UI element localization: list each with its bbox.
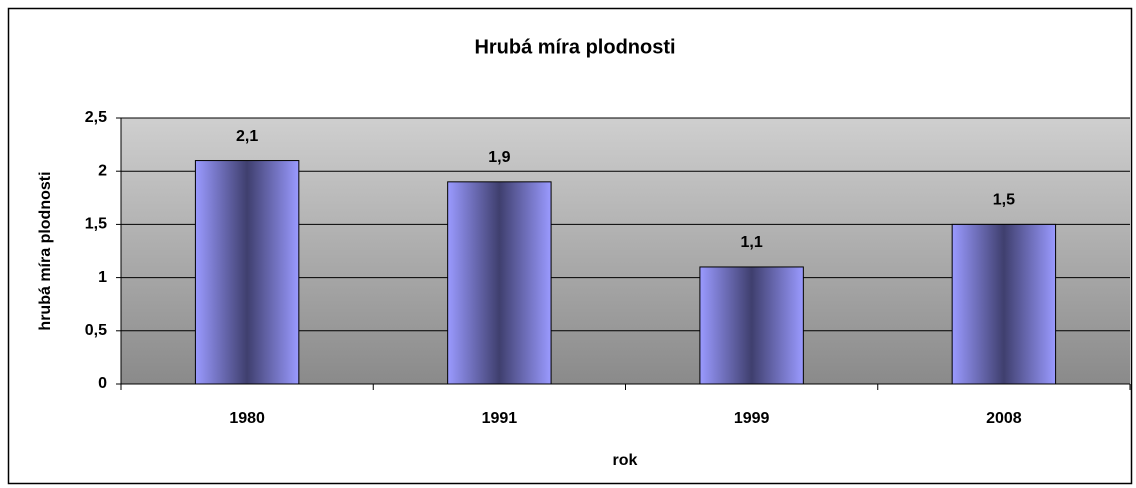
value-label: 1,1 bbox=[741, 234, 763, 251]
value-label: 1,5 bbox=[993, 192, 1015, 209]
bar bbox=[194, 160, 300, 385]
x-tick-label: 1991 bbox=[482, 410, 518, 427]
bar bbox=[447, 181, 552, 385]
value-label: 1,9 bbox=[488, 149, 510, 166]
bar bbox=[951, 223, 1057, 385]
chart-title: Hrubá míra plodnosti bbox=[474, 36, 675, 58]
y-tick-label: 0,5 bbox=[85, 322, 107, 339]
bar bbox=[699, 266, 804, 385]
x-tick-label: 1980 bbox=[229, 410, 265, 427]
y-axis-label: hrubá míra plodnosti bbox=[37, 171, 54, 330]
x-tick-label: 1999 bbox=[734, 410, 770, 427]
y-tick-label: 1 bbox=[98, 269, 107, 286]
value-label: 2,1 bbox=[236, 128, 258, 145]
y-tick-label: 0 bbox=[98, 375, 107, 392]
x-axis-label: rok bbox=[613, 452, 638, 469]
y-tick-label: 1,5 bbox=[85, 216, 107, 233]
x-tick-label: 2008 bbox=[986, 410, 1022, 427]
y-tick-label: 2 bbox=[98, 162, 107, 179]
y-tick-label: 2,5 bbox=[85, 109, 107, 126]
